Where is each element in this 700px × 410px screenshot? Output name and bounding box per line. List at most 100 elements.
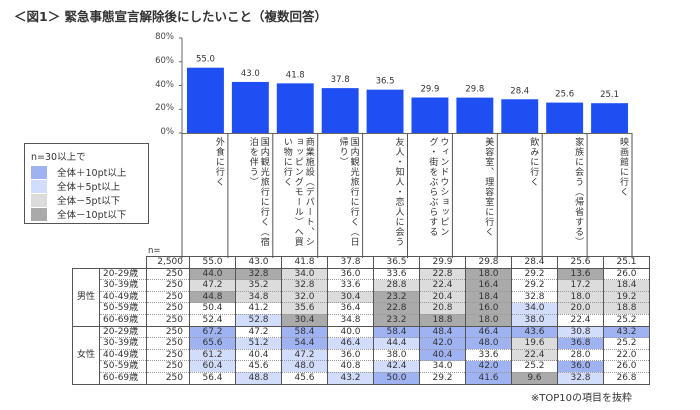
bar-value-label: 43.0 (241, 69, 260, 79)
category-label: 家族に会う（帰省する） (573, 137, 584, 247)
value-cell: 40.4 (235, 349, 282, 362)
value-cell: 58.4 (281, 326, 328, 339)
bar (411, 97, 449, 133)
table-row: 30-39歳 250 65.6 51.2 54.4 46.4 44.4 42.0 48.0 19.… (73, 337, 650, 350)
legend-item-minus10: 全体－10pt以下 (31, 207, 126, 221)
value-cell: 40.8 (327, 360, 374, 373)
value-cell: 20.8 (419, 302, 466, 315)
category-label: 国内観光旅行に行く（宿泊を伴う） (247, 137, 269, 247)
legend-label: 全体＋5pt以上 (57, 182, 121, 193)
value-cell: 35.6 (281, 302, 328, 315)
value-cell: 30.4 (327, 291, 374, 304)
bar-chart: 55.0 43.0 41.8 37.8 36.5 29.9 29.8 28.4 25.6 25.1 (179, 37, 633, 258)
total-value-cell: 25.1 (603, 256, 650, 269)
value-cell: 43.6 (511, 326, 558, 339)
age-label: 30-39歳 (99, 279, 147, 292)
value-cell: 18.4 (603, 279, 650, 292)
age-label: 60-69歳 (99, 314, 147, 327)
category-label: 映画館に行く (617, 137, 628, 197)
group-label: 男性 (72, 268, 100, 327)
value-cell: 26.0 (603, 360, 650, 373)
bar-value-label: 37.8 (331, 75, 350, 85)
value-cell: 26.0 (603, 268, 650, 281)
age-label: 50-59歳 (99, 360, 147, 373)
value-cell: 18.0 (557, 291, 604, 304)
value-cell: 35.2 (235, 279, 282, 292)
bar (231, 81, 269, 133)
table-row: 40-49歳 250 61.2 40.4 47.2 36.0 38.0 40.4 33.6 22.… (73, 349, 650, 362)
value-cell: 47.2 (235, 326, 282, 339)
value-cell: 22.4 (419, 279, 466, 292)
value-cell: 9.6 (511, 372, 558, 385)
legend-item-plus5: 全体＋5pt以上 (31, 179, 120, 193)
value-cell: 28.8 (373, 279, 420, 292)
category-label: 外食に行く (213, 137, 224, 187)
y-tick-label: 80% (155, 32, 174, 42)
y-tick-label: 0% (160, 127, 175, 137)
bar-value-label: 29.8 (465, 85, 484, 95)
value-cell: 36.0 (327, 268, 374, 281)
value-cell: 23.2 (373, 314, 420, 327)
bar-value-label: 25.6 (555, 90, 574, 100)
value-cell: 20.4 (419, 291, 466, 304)
value-cell: 18.0 (465, 268, 512, 281)
table-row: 40-49歳 250 44.8 34.8 32.0 30.4 23.2 20.4 18.4 32.… (73, 291, 650, 304)
age-label: 20-29歳 (99, 268, 147, 281)
value-cell: 22.8 (419, 268, 466, 281)
value-cell: 36.0 (557, 360, 604, 373)
legend-swatch (31, 165, 47, 179)
age-label: 40-49歳 (99, 291, 147, 304)
category-label: ウィンドウショッピング・街をぶらぶらする (427, 137, 449, 237)
table-row-total: 2,500 55.0 43.0 41.8 37.8 36.5 29.9 29.8 28.4 25.… (72, 256, 650, 269)
value-cell: 54.4 (281, 337, 328, 350)
legend-swatch (31, 179, 47, 193)
value-cell: 41.2 (235, 302, 282, 315)
value-cell: 48.4 (419, 326, 466, 339)
bar (187, 67, 224, 133)
bar-value-label: 25.1 (600, 90, 619, 100)
value-cell: 61.2 (189, 349, 236, 362)
value-cell: 40.0 (327, 326, 374, 339)
table-row: 30-39歳 250 47.2 35.2 32.8 33.6 28.8 22.4 16.4 29.… (73, 279, 650, 292)
value-cell: 48.0 (465, 337, 512, 350)
table-row: 男性 20-29歳 250 44.0 32.8 34.0 36.0 33.6 22.8 18.0 2… (72, 268, 650, 327)
value-cell: 34.8 (327, 314, 374, 327)
age-label: 50-59歳 (99, 302, 147, 315)
bar (321, 88, 359, 133)
n-cell: 250 (146, 349, 190, 362)
value-cell: 33.6 (373, 268, 420, 281)
total-value-cell: 37.8 (327, 256, 374, 269)
age-label: 20-29歳 (99, 326, 147, 339)
value-cell: 32.8 (281, 279, 328, 292)
value-cell: 34.8 (235, 291, 282, 304)
data-table: 2,500 55.0 43.0 41.8 37.8 36.5 29.9 29.8 28.4 25.… (72, 256, 650, 385)
value-cell: 46.4 (465, 326, 512, 339)
value-cell: 50.0 (373, 372, 420, 385)
bar (501, 99, 539, 133)
total-value-cell: 25.6 (557, 256, 604, 269)
legend: n=30以上で 全体＋10pt以上 全体＋5pt以上 全体－5pt以下 全体－1… (24, 143, 149, 224)
n-cell: 250 (146, 326, 190, 339)
legend-label: 全体－10pt以下 (57, 210, 127, 221)
legend-label: 全体－5pt以下 (57, 196, 121, 207)
bar-value-label: 55.0 (196, 55, 215, 65)
value-cell: 43.2 (327, 372, 374, 385)
value-cell: 18.4 (465, 291, 512, 304)
n-cell: 250 (146, 302, 190, 315)
total-value-cell: 28.4 (511, 256, 558, 269)
bar (456, 97, 494, 133)
n-cell: 250 (146, 291, 190, 304)
value-cell: 38.0 (511, 314, 558, 327)
value-cell: 58.4 (373, 326, 420, 339)
category-label: 友人・知人・恋人に会う (393, 137, 404, 247)
table-row: 50-59歳 250 60.4 45.6 48.0 40.8 42.4 34.0 42.0 25.… (73, 360, 650, 373)
category-label: 美容室、理容室に行く (483, 137, 494, 237)
value-cell: 42.0 (465, 360, 512, 373)
value-cell: 45.6 (235, 360, 282, 373)
value-cell: 47.2 (281, 349, 328, 362)
y-tick-label: 40% (155, 79, 174, 90)
age-label: 40-49歳 (99, 349, 147, 362)
category-label: 商業施設（デパート、ショッピングモール）へ買い物に行く (281, 137, 314, 247)
value-cell: 43.2 (603, 326, 650, 339)
